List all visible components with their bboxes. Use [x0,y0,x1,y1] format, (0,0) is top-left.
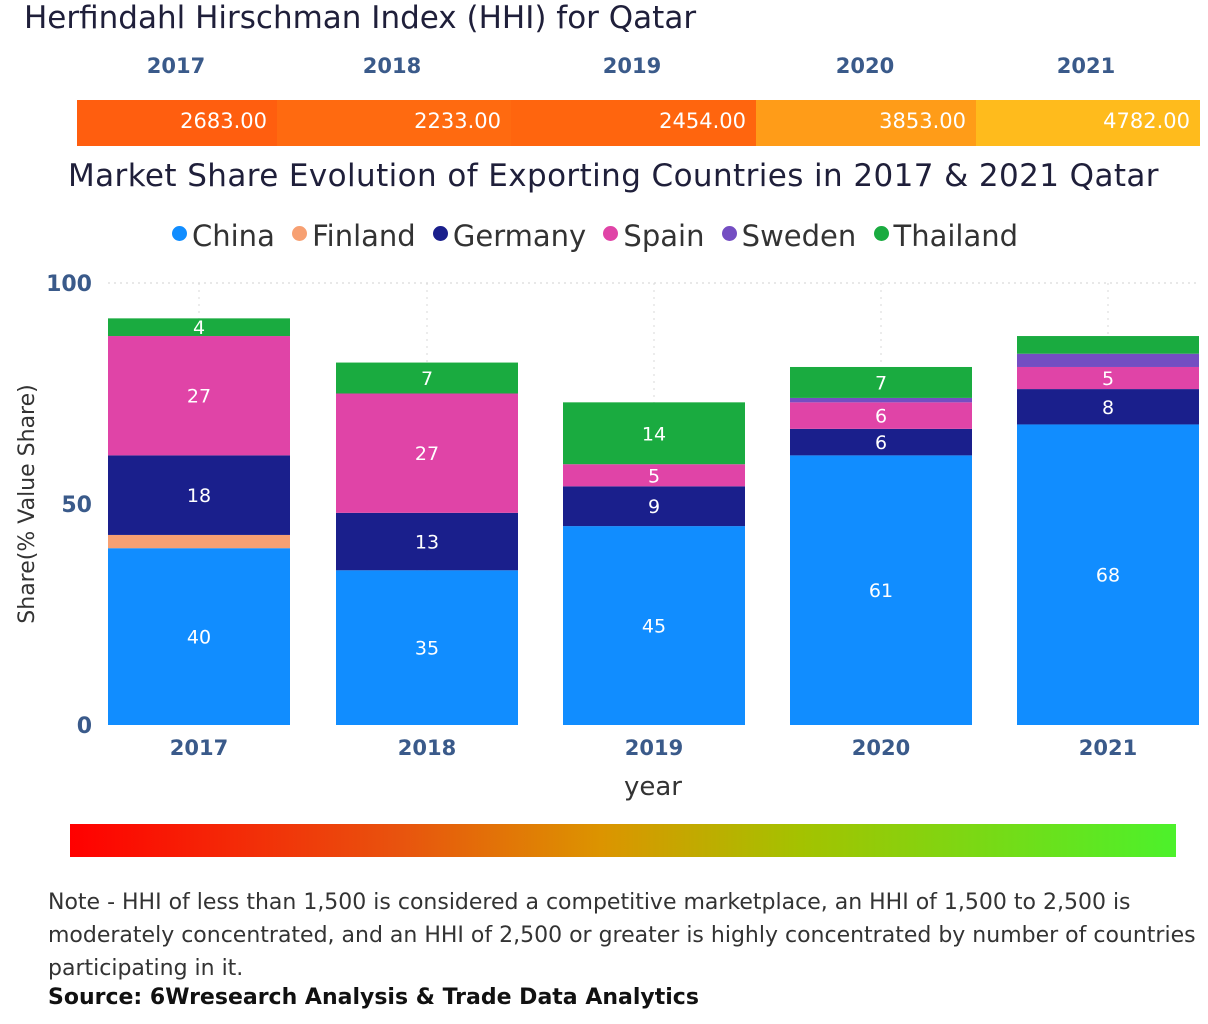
data-label: 35 [415,638,439,660]
legend-label-spain: Spain [623,219,705,253]
legend-label-china: China [192,219,275,253]
hhi-year-2018: 2018 [362,54,422,78]
data-label: 7 [875,372,887,394]
legend-label-germany: Germany [452,219,587,253]
bar-thailand-2017 [108,318,290,337]
bar-china-2020 [790,455,972,725]
hhi-value-2017: 2683.00 [77,100,277,146]
bar-sweden-2021 [1017,353,1199,367]
bar-finland-2017 [108,534,290,549]
hhi-title: Herfindahl Hirschman Index (HHI) for Qat… [24,0,697,36]
x-axis-label: year [624,772,682,802]
legend-item-germany: Germany [432,219,587,253]
bar-germany-2020 [790,428,972,456]
legend-item-spain: Spain [603,219,704,253]
hhi-year-2017: 2017 [146,54,206,78]
x-tick-label: 2018 [398,736,456,760]
legend-label-thailand: Thailand [893,219,1019,253]
data-label: 9 [648,496,660,518]
x-tick-label: 2020 [852,736,910,760]
data-label: 14 [642,423,666,445]
bar-spain-2017 [108,336,290,456]
bar-china-2018 [336,570,518,725]
chart-legend: China Finland Germany Spain Sweden Thail… [172,219,1026,253]
data-label: 27 [415,443,439,465]
data-label: 8 [1102,397,1114,419]
note-text: Note - HHI of less than 1,500 is conside… [48,890,1196,981]
bar-china-2017 [108,548,290,725]
data-label: 5 [1102,368,1114,390]
legend-item-china: China [172,219,275,253]
bar-china-2021 [1017,424,1199,725]
hhi-value-2021: 4782.00 [976,100,1200,146]
legend-marker-finland [292,226,308,241]
data-label: 5 [648,465,660,487]
data-label: 4 [193,317,205,339]
bar-germany-2021 [1017,389,1199,425]
legend-marker-sweden [721,226,737,241]
data-label: 6 [875,432,887,454]
bar-thailand-2019 [563,402,745,465]
legend-item-sweden: Sweden [721,219,857,253]
bar-germany-2017 [108,455,290,535]
legend-label-finland: Finland [312,219,416,253]
legend-marker-spain [603,226,619,241]
y-tick-label: 100 [46,272,92,297]
hhi-value-2018: 2233.00 [277,100,511,146]
legend-label-sweden: Sweden [741,219,857,253]
stacked-bar-chart: 0 50 100 Share(% Value Share) 40 18 27 4 2017 35 1… [15,272,1199,802]
bar-china-2019 [563,526,745,725]
bar-thailand-2020 [790,366,972,398]
data-label: 7 [421,368,433,390]
bar-germany-2019 [563,486,745,527]
data-label: 61 [869,580,893,602]
data-label: 6 [875,406,887,428]
bar-spain-2021 [1017,366,1199,390]
legend-item-thailand: Thailand [873,219,1019,253]
x-tick-label: 2021 [1079,736,1137,760]
legend-marker-germany [432,226,448,241]
hhi-year-2021: 2021 [1056,54,1116,78]
bar-spain-2020 [790,402,972,429]
bar-thailand-2021 [1017,336,1199,354]
y-axis-label: Share(% Value Share) [15,384,40,623]
hhi-value-2019: 2454.00 [511,100,756,146]
y-tick-label: 0 [77,714,92,739]
hhi-value-2020: 3853.00 [756,100,976,146]
hhi-year-2019: 2019 [602,54,662,78]
data-label: 68 [1096,565,1120,587]
data-label: 18 [187,485,211,507]
data-label: 45 [642,616,666,638]
source-text: Source: 6Wresearch Analysis & Trade Data… [48,985,699,1010]
bar-thailand-2018 [336,362,518,394]
data-label: 27 [187,386,211,408]
x-tick-label: 2019 [625,736,683,760]
x-tick-label: 2017 [170,736,228,760]
data-label: 40 [187,627,211,649]
legend-marker-china [172,226,187,241]
chart-title: Market Share Evolution of Exporting Coun… [68,158,1159,194]
bar-germany-2018 [336,512,518,571]
legend-item-finland: Finland [292,219,416,253]
y-tick-label: 50 [61,493,92,518]
legend-marker-thailand [873,226,889,241]
bar-sweden-2020 [790,397,972,403]
bar-spain-2018 [336,393,518,513]
data-label: 13 [415,532,439,554]
hhi-color-scale [70,824,1176,857]
hhi-year-2020: 2020 [835,54,895,78]
bar-spain-2019 [563,464,745,487]
